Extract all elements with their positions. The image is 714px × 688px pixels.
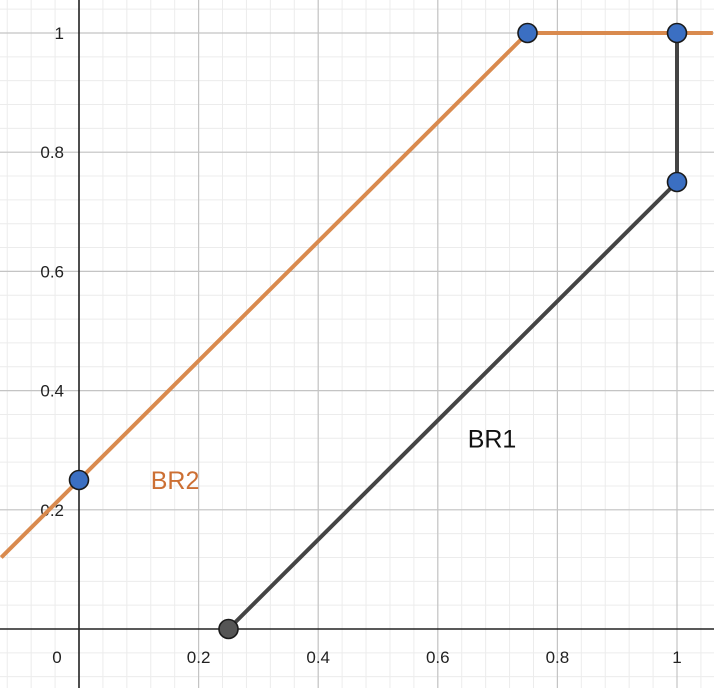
x-tick-label: 0.4 bbox=[306, 648, 330, 667]
data-point-br2 bbox=[666, 22, 688, 44]
x-tick-label: 0.6 bbox=[426, 648, 450, 667]
tick-labels: 0 0.2 0.4 0.6 0.8 10.20.40.60.81 bbox=[40, 24, 681, 667]
y-tick-label: 0.4 bbox=[40, 382, 64, 401]
x-tick-label: 0.8 bbox=[546, 648, 570, 667]
series-label-br1: BR1 bbox=[468, 425, 517, 453]
data-point-br2 bbox=[517, 22, 538, 44]
series-label-br2: BR2 bbox=[151, 467, 200, 495]
y-tick-label: 1 bbox=[55, 24, 64, 43]
markers bbox=[68, 22, 688, 640]
y-tick-label: 0.8 bbox=[40, 143, 64, 162]
data-point-br2 bbox=[68, 469, 90, 491]
x-tick-label: 1 bbox=[672, 648, 681, 667]
data-point-br1 bbox=[666, 171, 688, 193]
series-line-br1 bbox=[227, 33, 679, 631]
x-tick-label: 0 bbox=[52, 648, 61, 667]
series-lines bbox=[0, 31, 713, 631]
x-tick-label: 0.2 bbox=[187, 648, 211, 667]
series-labels: BR2 BR1 bbox=[151, 425, 517, 495]
data-point-br1 bbox=[218, 618, 239, 640]
y-tick-label: 0.6 bbox=[40, 262, 64, 281]
